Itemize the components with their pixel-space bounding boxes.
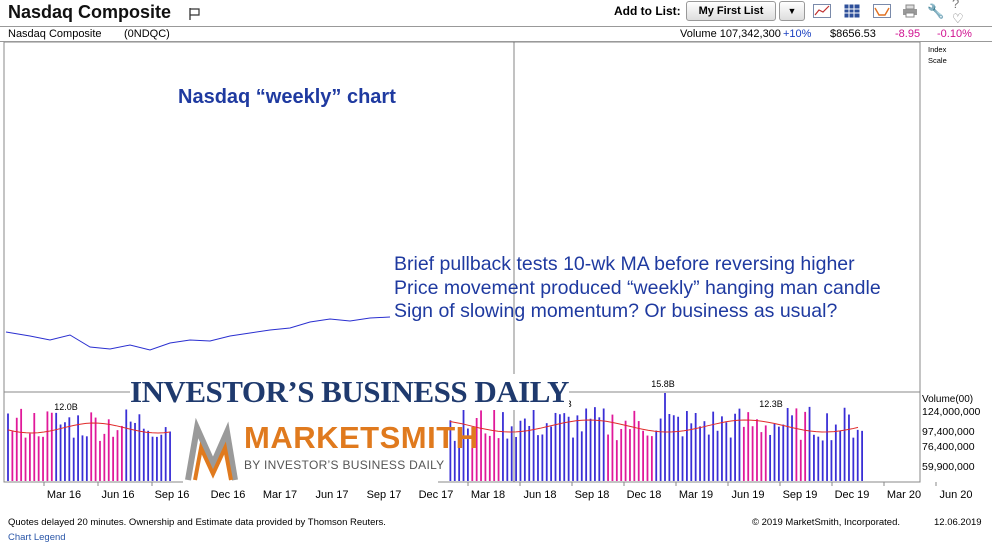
marketsmith-mark-icon: [185, 417, 238, 481]
grid-icon[interactable]: [842, 2, 862, 20]
volume-label: 12.3B: [759, 399, 783, 409]
x-tick-label: Dec 18: [627, 489, 662, 501]
x-tick-label: Mar 16: [47, 489, 81, 501]
chart-heading: Nasdaq “weekly” chart: [178, 86, 396, 108]
flag-icon[interactable]: [188, 7, 202, 21]
chevron-down-icon[interactable]: ▼: [779, 1, 805, 21]
x-tick-label: Mar 19: [679, 489, 713, 501]
marketsmith-subtitle: BY INVESTOR’S BUSINESS DAILY: [244, 458, 445, 472]
x-tick-label: Jun 20: [939, 489, 972, 501]
list-select-button[interactable]: My First List: [686, 1, 776, 21]
x-tick-label: Jun 17: [315, 489, 348, 501]
x-tick-label: Sep 17: [367, 489, 402, 501]
chart-legend-link[interactable]: Chart Legend: [8, 532, 66, 543]
volume-ma-line: [7, 422, 171, 434]
annotation-line-1: Brief pullback tests 10-wk MA before rev…: [394, 253, 855, 275]
x-tick-label: Jun 16: [101, 489, 134, 501]
volume-ma-line: [449, 419, 859, 433]
quote-symbol: (0NDQC): [124, 28, 170, 40]
marketsmith-wordmark: MARKETSMITH: [244, 420, 479, 455]
pattern-icon[interactable]: [872, 2, 892, 20]
footer-disclaimer: Quotes delayed 20 minutes. Ownership and…: [8, 517, 386, 528]
volume-tick-label: 59,900,000: [922, 461, 975, 473]
footer-date: 12.06.2019: [934, 517, 982, 528]
marketsmith-logo: [183, 417, 438, 488]
volume-label: 12.0B: [54, 402, 78, 412]
x-tick-label: Dec 17: [419, 489, 454, 501]
scale-label: Scale: [928, 56, 947, 65]
quote-bar: Nasdaq Composite (0NDQC) Volume 107,342,…: [0, 26, 992, 42]
volume-tick-label: 76,400,000: [922, 441, 975, 453]
x-tick-label: Mar 17: [263, 489, 297, 501]
x-tick-label: Dec 16: [211, 489, 246, 501]
line-chart-icon[interactable]: [812, 2, 832, 20]
ibd-logo: INVESTOR’S BUSINESS DAILY: [130, 374, 569, 410]
volume-axis-label: Volume(00): [922, 394, 973, 405]
x-tick-label: Mar 18: [471, 489, 505, 501]
annotation-line-2: Price movement produced “weekly” hanging…: [394, 277, 881, 299]
quote-change: -8.95: [895, 28, 921, 40]
x-tick-label: Sep 19: [783, 489, 818, 501]
x-tick-label: Jun 19: [731, 489, 764, 501]
tools-icon[interactable]: 🔧: [927, 2, 945, 19]
volume-label: 15.8B: [651, 379, 675, 389]
page-title: Nasdaq Composite: [8, 2, 172, 22]
x-tick-label: Sep 16: [155, 489, 190, 501]
scale-label: Index: [928, 45, 947, 54]
price-panel-frame: [3, 41, 921, 393]
help-icon[interactable]: ? ♡: [952, 0, 964, 26]
add-to-list-label: Add to List:: [614, 4, 681, 18]
footer-copyright: © 2019 MarketSmith, Incorporated.: [752, 517, 900, 528]
quote-name: Nasdaq Composite: [8, 28, 102, 40]
quote-price: $8656.53: [830, 28, 876, 40]
annotation-line-3: Sign of slowing momentum? Or business as…: [394, 300, 838, 322]
print-icon[interactable]: [900, 2, 920, 20]
x-tick-label: Sep 18: [575, 489, 610, 501]
volume-tick-label: 124,000,000: [922, 406, 981, 418]
relative-strength-line: [5, 316, 391, 351]
quote-change-pct: -0.10%: [937, 28, 972, 40]
x-tick-label: Dec 19: [835, 489, 870, 501]
quote-volume-change: +10%: [783, 28, 812, 40]
quote-volume: Volume 107,342,300: [680, 28, 781, 40]
x-tick-label: Mar 20: [887, 489, 921, 501]
x-tick-label: Jun 18: [523, 489, 556, 501]
volume-tick-label: 97,400,000: [922, 426, 975, 438]
